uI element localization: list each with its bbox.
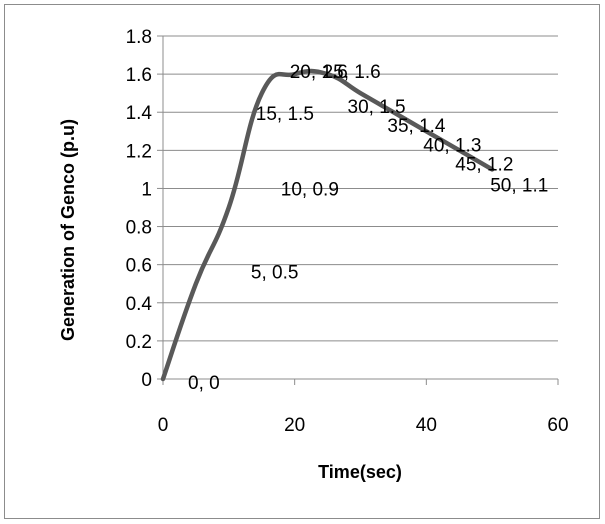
data-label: 10, 0.9 bbox=[281, 180, 339, 201]
data-label: 40, 1.3 bbox=[423, 135, 481, 156]
y-tick-label: 0 bbox=[141, 370, 152, 391]
axes bbox=[157, 35, 559, 385]
data-label: 30, 1.5 bbox=[348, 97, 406, 118]
data-label: 15, 1.5 bbox=[256, 104, 314, 125]
x-tick-label: 60 bbox=[547, 415, 568, 436]
y-tick-labels: 0 0.2 0.4 0.6 0.8 1 1.2 1.4 1.6 1.8 bbox=[126, 27, 153, 391]
y-tick-label: 1 bbox=[141, 179, 152, 200]
data-labels: 0, 0 5, 0.5 10, 0.9 15, 1.5 20, 1.625, 1.6 30… bbox=[188, 62, 548, 394]
y-tick-label: 0.4 bbox=[126, 294, 153, 315]
y-tick-label: 1.4 bbox=[126, 103, 153, 124]
y-tick-label: 0.8 bbox=[126, 218, 152, 239]
series-line bbox=[160, 68, 495, 382]
y-tick-label: 1.6 bbox=[126, 65, 152, 86]
x-tick-labels: 0 20 40 60 bbox=[158, 415, 569, 436]
y-tick-label: 0.6 bbox=[126, 256, 152, 277]
x-axis-title: Time(sec) bbox=[318, 462, 402, 482]
data-label: 45, 1.2 bbox=[455, 154, 513, 175]
y-tick-label: 1.2 bbox=[126, 141, 152, 162]
chart-frame bbox=[4, 4, 600, 519]
x-tick-label: 20 bbox=[284, 415, 305, 436]
x-tick-label: 40 bbox=[416, 415, 437, 436]
gridlines bbox=[163, 35, 558, 342]
y-tick-label: 0.2 bbox=[126, 332, 152, 353]
data-label: 5, 0.5 bbox=[251, 263, 299, 284]
y-tick-label: 1.8 bbox=[126, 27, 152, 48]
x-tick-label: 0 bbox=[158, 415, 169, 436]
data-label: 35, 1.4 bbox=[387, 116, 446, 137]
data-label: 25, 1.6 bbox=[323, 62, 381, 83]
data-label: 20, 1.6 bbox=[290, 62, 348, 83]
y-axis-title: Generation of Genco (p.u) bbox=[58, 119, 78, 341]
data-label: 50, 1.1 bbox=[490, 175, 548, 196]
data-label: 0, 0 bbox=[188, 373, 220, 394]
